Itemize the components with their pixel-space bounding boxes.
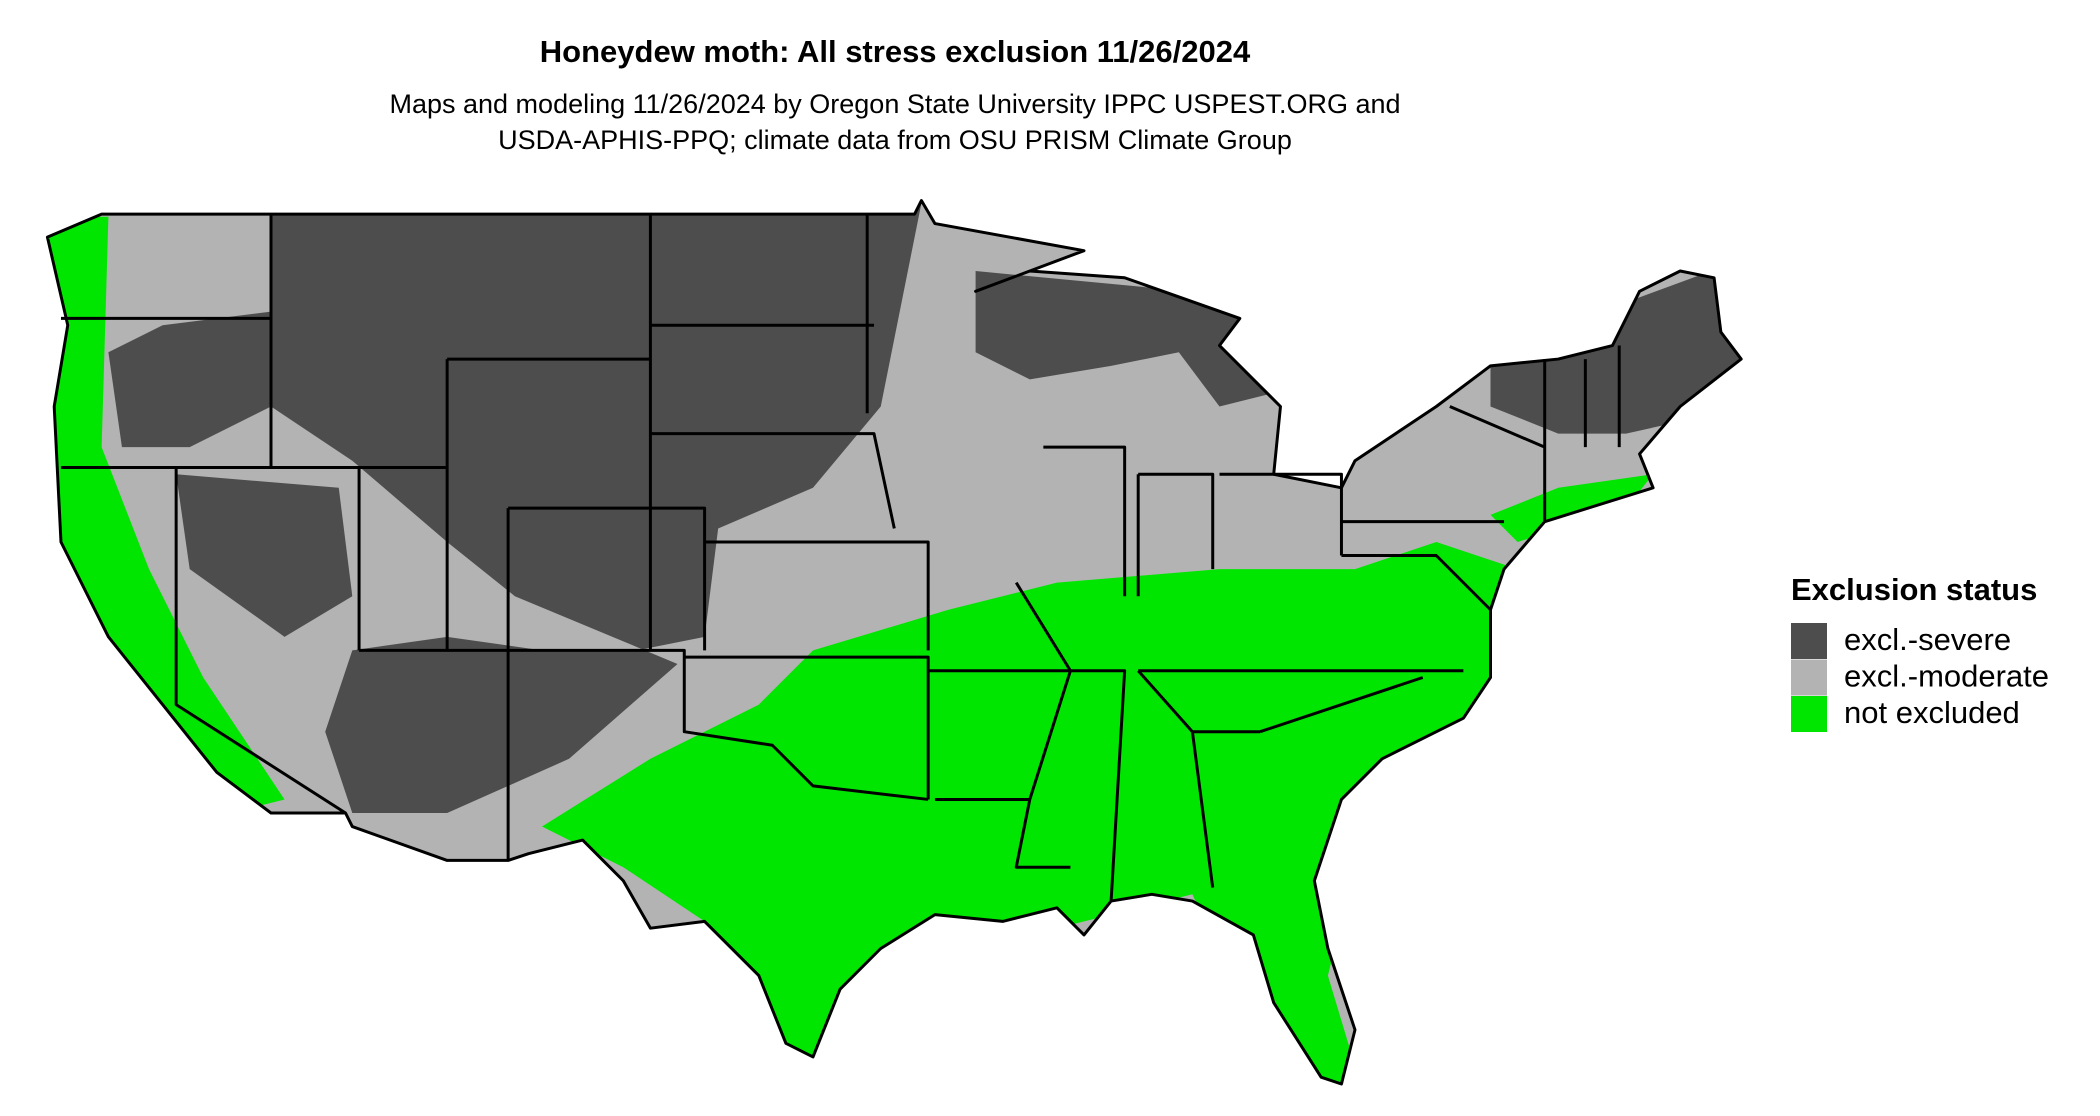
not-excluded-region [1490,474,1654,542]
severe-region [1490,257,1742,434]
severe-region [176,474,353,637]
map-subtitle: Maps and modeling 11/26/2024 by Oregon S… [389,89,1400,119]
legend-title: Exclusion status [1791,572,2037,607]
map-title: Honeydew moth: All stress exclusion 11/2… [540,34,1251,69]
map-regions [47,200,1742,1085]
legend-swatch [1791,696,1827,732]
legend-swatch [1791,659,1827,696]
us-map [45,199,1743,1086]
state-borders [60,214,1621,902]
legend-label: not excluded [1844,695,2020,730]
not-excluded-region [542,542,1532,1085]
legend-swatch [1791,623,1827,659]
not-excluded-region [47,216,285,814]
legend-label: excl.-moderate [1844,659,2049,694]
legend-label: excl.-severe [1844,622,2011,657]
map-subtitle: USDA-APHIS-PPQ; climate data from OSU PR… [498,125,1292,155]
